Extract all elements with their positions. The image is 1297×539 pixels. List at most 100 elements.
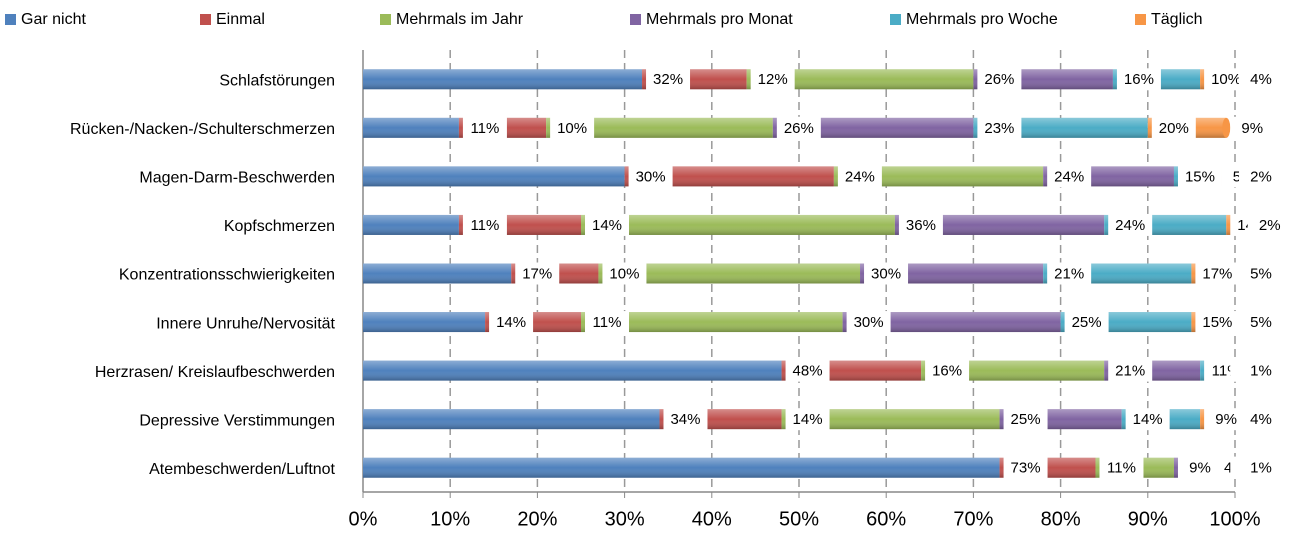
label-bg <box>550 116 595 139</box>
label-bg <box>1177 456 1222 479</box>
label-bg <box>585 311 629 334</box>
data-label: 24% <box>845 168 875 185</box>
category-label: Magen-Darm-Beschwerden <box>139 170 335 187</box>
x-tick-label: 80% <box>1041 508 1081 530</box>
label-bg <box>864 262 909 285</box>
legend-swatch <box>630 14 641 25</box>
data-label: 26% <box>784 120 814 137</box>
data-label: 25% <box>1072 314 1102 331</box>
bar-shade <box>833 166 1044 187</box>
data-label: 16% <box>932 363 962 380</box>
label-bg <box>1239 456 1283 479</box>
bar-shade <box>363 263 512 284</box>
data-label: 16% <box>1124 71 1154 88</box>
bar-shade <box>781 409 1000 430</box>
data-label: 15% <box>1202 314 1232 331</box>
x-tick-label: 0% <box>349 508 378 530</box>
data-label: 2% <box>1259 217 1281 234</box>
data-label: 21% <box>1115 363 1145 380</box>
bar-shade <box>772 117 974 138</box>
label-bg <box>1204 408 1249 431</box>
data-label: 20% <box>1159 120 1189 137</box>
data-label: 5% <box>1250 314 1272 331</box>
label-bg <box>628 165 673 188</box>
label-bg <box>977 68 1022 91</box>
legend-label: Gar nicht <box>21 11 86 28</box>
x-tick-label: 40% <box>692 508 732 530</box>
data-label: 11% <box>1107 460 1136 477</box>
label-bg <box>898 213 943 236</box>
category-label: Rücken-/Nacken-/Schulterschmerzen <box>70 121 335 138</box>
legend-label: Täglich <box>1151 11 1203 28</box>
bar-shade <box>746 69 974 90</box>
data-label: 9% <box>1241 120 1263 137</box>
legend-swatch <box>5 14 16 25</box>
data-label: 32% <box>653 71 683 88</box>
label-bg <box>663 408 708 431</box>
label-bg <box>462 116 507 139</box>
bar-shade <box>363 69 643 90</box>
label-bg <box>785 408 830 431</box>
data-label: 30% <box>636 168 666 185</box>
data-label: 36% <box>906 217 936 234</box>
data-label: 14% <box>592 217 622 234</box>
bar-shade <box>363 312 486 333</box>
bar-end <box>1222 117 1231 138</box>
data-label: 2% <box>1250 168 1272 185</box>
label-bg <box>1099 456 1144 479</box>
label-bg <box>1247 213 1292 236</box>
data-label: 24% <box>1054 168 1084 185</box>
data-label: 34% <box>670 411 700 428</box>
label-bg <box>1239 165 1283 188</box>
bar-shade <box>363 117 459 138</box>
data-label: 48% <box>793 363 823 380</box>
legend-swatch <box>1135 14 1146 25</box>
label-bg <box>837 165 882 188</box>
data-label: 4% <box>1250 411 1272 428</box>
x-tick-label: 90% <box>1128 508 1168 530</box>
label-bg <box>1116 68 1161 91</box>
bar-shade <box>363 214 459 235</box>
data-label: 26% <box>984 71 1014 88</box>
label-bg <box>1204 68 1249 91</box>
data-label: 30% <box>871 265 901 282</box>
legend-label: Mehrmals pro Monat <box>646 11 793 28</box>
label-bg <box>1151 116 1196 139</box>
data-label: 25% <box>1011 411 1041 428</box>
label-bg <box>1195 311 1240 334</box>
category-label: Kopfschmerzen <box>224 218 335 235</box>
x-tick-label: 50% <box>779 508 819 530</box>
legend-swatch <box>380 14 391 25</box>
data-label: 9% <box>1189 460 1211 477</box>
data-label: 9% <box>1215 411 1237 428</box>
data-label: 11% <box>593 314 622 331</box>
data-label: 14% <box>793 411 823 428</box>
data-label: 14% <box>496 314 526 331</box>
label-bg <box>1177 165 1222 188</box>
data-label: 14% <box>1133 411 1163 428</box>
legend-swatch <box>890 14 901 25</box>
label-bg <box>1239 68 1283 91</box>
x-tick-label: 20% <box>517 508 557 530</box>
data-label: 4% <box>1250 71 1272 88</box>
bar-shade <box>598 263 861 284</box>
label-bg <box>515 262 560 285</box>
label-bg <box>1064 311 1109 334</box>
label-bg <box>1230 116 1275 139</box>
x-tick-label: 30% <box>605 508 645 530</box>
label-bg <box>602 262 647 285</box>
category-label: Atembeschwerden/Luftnot <box>149 461 335 478</box>
data-label: 30% <box>854 314 884 331</box>
x-tick-label: 100% <box>1209 508 1260 530</box>
data-label: 21% <box>1054 265 1084 282</box>
label-bg <box>1195 262 1240 285</box>
category-label: Konzentrationsschwierigkeiten <box>119 267 335 284</box>
label-bg <box>846 311 891 334</box>
bar-shade <box>546 117 773 138</box>
label-bg <box>776 116 821 139</box>
label-bg <box>785 359 830 382</box>
legend-label: Mehrmals pro Woche <box>906 11 1058 28</box>
bar-shade <box>363 409 660 430</box>
bar-shade <box>581 312 843 333</box>
